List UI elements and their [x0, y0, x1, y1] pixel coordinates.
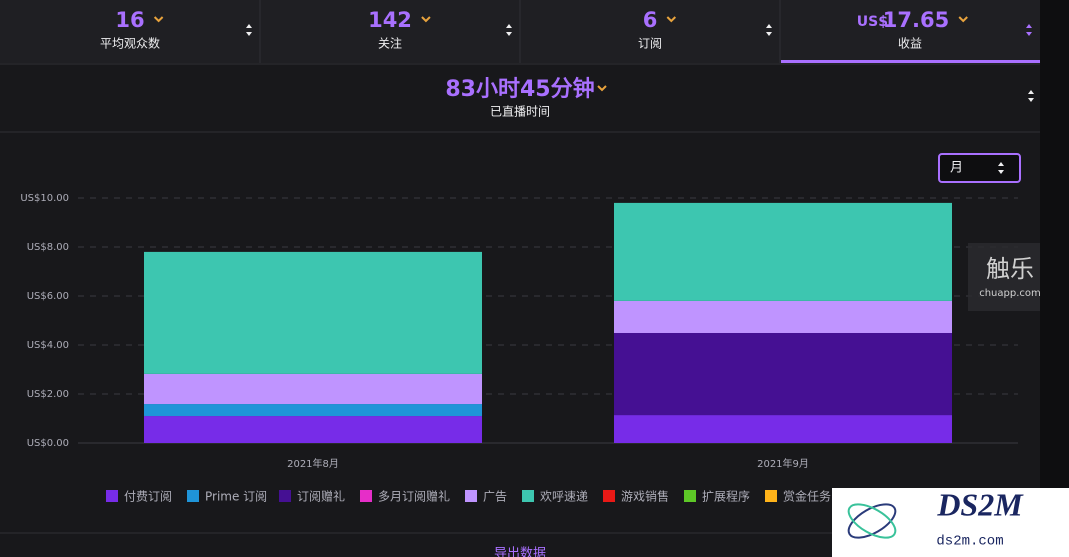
y-tick-label: US$6.00	[27, 291, 69, 302]
legend-swatch	[360, 490, 372, 502]
dropdown-chevron[interactable]	[153, 16, 164, 23]
watermark-logo	[847, 503, 897, 539]
dropdown-chevron[interactable]	[958, 16, 968, 23]
legend-label: 欢呼速递	[540, 489, 588, 504]
sort-icon[interactable]	[1026, 24, 1032, 36]
legend-swatch	[765, 490, 777, 502]
select-icon	[998, 162, 1004, 174]
watermark-text: ds2m.com	[936, 534, 1003, 550]
live-time-value[interactable]: 83小时45分钟	[445, 76, 594, 102]
stat-value[interactable]: 6	[643, 8, 658, 32]
x-tick-label: 2021年9月	[757, 457, 809, 470]
bar-segment	[614, 300, 952, 333]
legend-swatch	[465, 490, 477, 502]
legend-label: 订阅赠礼	[297, 489, 345, 504]
period-select-value[interactable]: 月	[950, 161, 963, 176]
legend-swatch	[603, 490, 615, 502]
stat-label: 关注	[378, 36, 402, 51]
dropdown-chevron[interactable]	[597, 85, 607, 92]
live-time-label: 已直播时间	[490, 105, 550, 119]
bar-segment	[614, 202, 952, 301]
period-select[interactable]	[938, 153, 1021, 183]
legend-label: 赏金任务	[783, 489, 831, 504]
legend-swatch	[106, 490, 118, 502]
sort-icon[interactable]	[506, 24, 512, 36]
watermark-box	[968, 243, 1040, 311]
y-tick-label: US$10.00	[20, 193, 69, 204]
sort-icon[interactable]	[246, 24, 252, 36]
dropdown-chevron[interactable]	[421, 16, 431, 23]
stat-label: 收益	[898, 37, 922, 51]
legend-label: Prime 订阅	[205, 490, 267, 504]
legend-label: 付费订阅	[124, 490, 172, 504]
active-tab-underline	[781, 60, 1040, 63]
legend-label: 多月订阅赠礼	[378, 489, 450, 504]
watermark-text: 触乐	[986, 255, 1034, 283]
legend-swatch	[279, 490, 291, 502]
watermark-logo	[847, 503, 897, 539]
bar-segment	[144, 404, 482, 417]
stat-value[interactable]: 142	[368, 8, 412, 32]
legend-swatch	[187, 490, 199, 502]
sort-icon[interactable]	[766, 24, 772, 36]
bar-segment	[614, 332, 952, 416]
y-tick-label: US$8.00	[27, 242, 69, 253]
stat-prefix[interactable]: US$	[857, 14, 888, 30]
bar-segment	[144, 251, 482, 374]
legend-label: 扩展程序	[702, 489, 750, 504]
stat-value[interactable]: 17.65	[883, 8, 949, 32]
export-link[interactable]: 导出数据	[494, 547, 546, 557]
legend-label: 游戏销售	[621, 489, 669, 504]
stat-value[interactable]: 16	[115, 8, 144, 32]
legend-swatch	[522, 490, 534, 502]
stat-label: 订阅	[638, 37, 662, 51]
watermark-box	[832, 488, 1069, 557]
watermark-text: chuapp.com	[979, 288, 1041, 299]
legend-label: 广告	[483, 490, 507, 504]
sort-icon[interactable]	[1028, 90, 1034, 102]
bar-segment	[144, 373, 482, 405]
stat-label: 平均观众数	[100, 36, 160, 51]
x-tick-label: 2021年8月	[287, 457, 339, 470]
bar-segment	[144, 416, 482, 443]
legend-swatch	[684, 490, 696, 502]
y-tick-label: US$0.00	[27, 438, 69, 449]
dropdown-chevron[interactable]	[666, 16, 677, 23]
y-tick-label: US$4.00	[27, 340, 69, 351]
y-tick-label: US$2.00	[27, 389, 69, 400]
bar-segment	[614, 415, 952, 443]
watermark-text: DS2M	[936, 486, 1024, 522]
